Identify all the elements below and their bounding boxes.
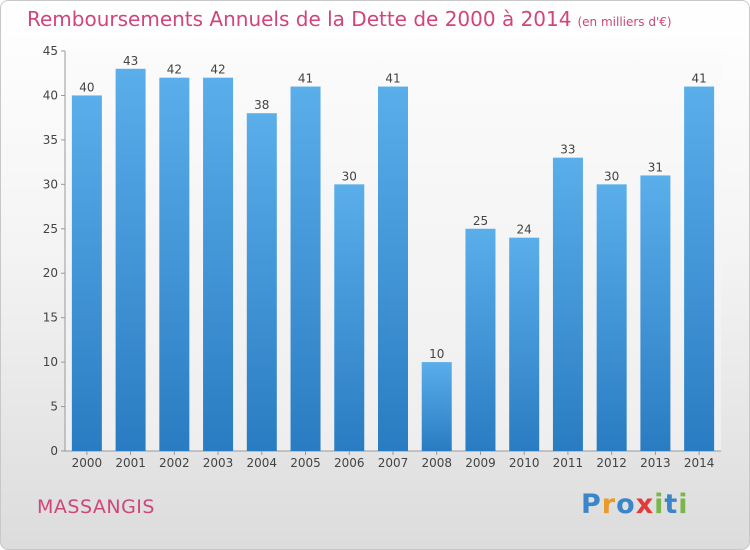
bar-value-label: 43: [123, 54, 138, 68]
bar-value-label: 38: [254, 98, 269, 112]
x-tick-label: 2009: [465, 456, 496, 470]
y-tick-label: 20: [43, 266, 58, 280]
bar: [203, 77, 234, 452]
y-tick-label: 40: [43, 88, 58, 102]
x-tick-label: 2002: [159, 456, 190, 470]
x-tick-label: 2003: [203, 456, 234, 470]
y-tick-label: 35: [43, 133, 58, 147]
x-tick-label: 2010: [509, 456, 540, 470]
x-tick-label: 2005: [290, 456, 321, 470]
bar: [509, 237, 540, 451]
bar: [684, 86, 715, 452]
bar: [596, 184, 627, 452]
bar: [334, 184, 365, 452]
bar-value-label: 42: [210, 63, 225, 77]
x-tick-label: 2007: [378, 456, 409, 470]
bar-value-label: 25: [473, 214, 488, 228]
chart-title: Remboursements Annuels de la Dette de 20…: [27, 7, 672, 31]
x-tick-label: 2013: [640, 456, 671, 470]
bar: [552, 157, 583, 451]
bar-value-label: 10: [429, 347, 444, 361]
bar: [378, 86, 408, 452]
x-tick-label: 2001: [115, 456, 146, 470]
x-tick-label: 2012: [596, 456, 627, 470]
y-tick-label: 45: [43, 44, 58, 58]
chart-unit: (en milliers d'€): [577, 15, 672, 29]
town-name: MASSANGIS: [37, 496, 155, 518]
bar-value-label: 40: [79, 80, 94, 94]
x-tick-label: 2006: [334, 456, 365, 470]
bar-value-label: 30: [604, 169, 619, 183]
logo-letter: t: [664, 489, 679, 520]
proxiti-logo: Proxiti: [581, 489, 689, 520]
bar: [246, 113, 277, 451]
logo-letter: i: [678, 489, 689, 520]
bar: [290, 86, 321, 452]
bar-value-label: 41: [691, 72, 706, 86]
logo-letter: r: [601, 489, 617, 520]
x-tick-label: 2004: [247, 456, 278, 470]
y-tick-label: 5: [50, 400, 58, 414]
bar-value-label: 31: [648, 160, 663, 174]
bar-value-label: 33: [560, 143, 575, 157]
y-tick-label: 25: [43, 222, 58, 236]
y-tick-label: 15: [43, 311, 58, 325]
logo-letter: P: [581, 489, 602, 520]
bar: [71, 95, 102, 451]
logo-letter: o: [616, 489, 636, 520]
bar: [115, 68, 146, 452]
x-tick-label: 2000: [72, 456, 103, 470]
bar: [421, 362, 452, 451]
chart-title-text: Remboursements Annuels de la Dette de 20…: [27, 7, 572, 31]
bar-value-label: 41: [298, 72, 313, 86]
bar-value-label: 30: [342, 169, 357, 183]
logo-letter: i: [654, 489, 665, 520]
bar: [465, 228, 496, 451]
logo-letter: x: [635, 489, 655, 520]
x-tick-label: 2008: [421, 456, 452, 470]
bar: [640, 175, 671, 451]
y-tick-label: 10: [43, 355, 58, 369]
x-tick-label: 2014: [684, 456, 715, 470]
bar-value-label: 24: [517, 223, 532, 237]
y-tick-label: 0: [50, 444, 58, 458]
bar-value-label: 41: [385, 72, 400, 86]
x-tick-label: 2011: [553, 456, 584, 470]
bar-value-label: 42: [167, 63, 182, 77]
bar: [159, 77, 190, 452]
y-tick-label: 30: [43, 177, 58, 191]
